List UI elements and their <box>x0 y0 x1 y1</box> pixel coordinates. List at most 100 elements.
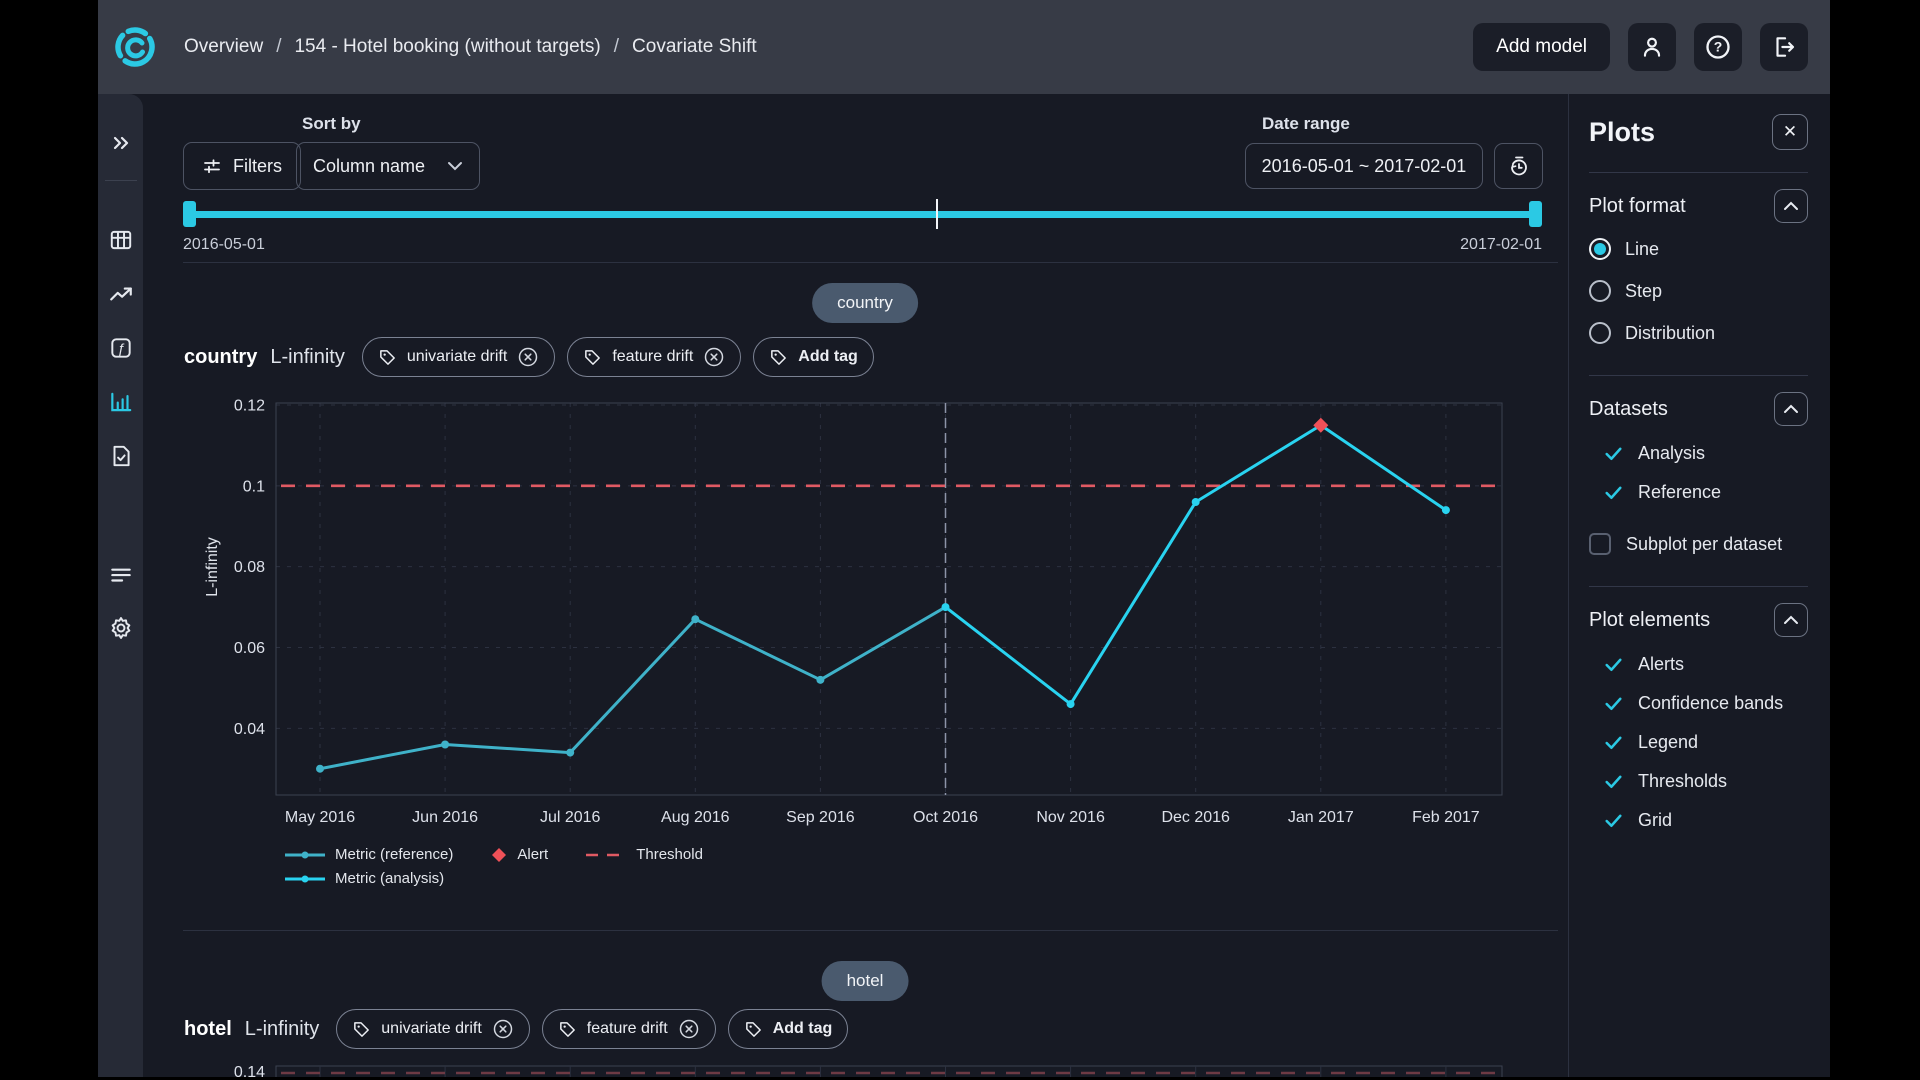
legend-label: Metric (reference) <box>335 846 454 863</box>
add-tag-button[interactable]: Add tag <box>727 1009 849 1049</box>
sidebar-item-reports[interactable] <box>98 433 143 479</box>
data-point[interactable] <box>316 764 324 773</box>
tag-pill[interactable]: univariate drift <box>361 337 556 377</box>
plot-element-option-grid[interactable]: Grid <box>1589 801 1808 840</box>
plot-format-option-line[interactable]: Line <box>1589 229 1808 269</box>
tag-label: feature drift <box>612 348 694 365</box>
remove-tag-icon[interactable] <box>492 1018 514 1040</box>
metric-analysis-line[interactable] <box>944 423 1447 706</box>
alert-marker[interactable] <box>1313 417 1329 433</box>
data-point[interactable] <box>1191 498 1200 507</box>
filters-button[interactable]: Filters <box>183 142 301 190</box>
legend-item[interactable]: Alert <box>491 846 548 863</box>
data-point[interactable] <box>441 740 450 749</box>
left-sidebar: ƒ <box>98 94 143 1077</box>
date-range-slider-track[interactable] <box>183 211 1542 218</box>
collapse-plot-format-button[interactable] <box>1774 189 1808 223</box>
plot-format-option-step[interactable]: Step <box>1589 271 1808 311</box>
checkbox-unchecked-icon[interactable] <box>1589 533 1611 555</box>
sidebar-item-performance[interactable] <box>98 271 143 317</box>
country-line-chart[interactable]: 0.04 0.06 0.08 0.1 0.12 May 2016 Jun 2016 Jul 2… <box>183 395 1513 835</box>
help-icon: ? <box>1704 33 1732 61</box>
plot-element-option-thresholds[interactable]: Thresholds <box>1589 762 1808 801</box>
x-tick-label: Jun 2016 <box>412 809 478 826</box>
collapse-datasets-button[interactable] <box>1774 392 1808 426</box>
column-chip-hotel[interactable]: hotel <box>821 961 909 1001</box>
y-tick-label: 0.06 <box>234 640 265 657</box>
x-tick-label: Sep 2016 <box>786 809 855 826</box>
radio-selected-icon[interactable] <box>1589 238 1611 260</box>
bar-chart-icon <box>108 389 134 415</box>
slider-handle-end[interactable] <box>1529 201 1542 227</box>
collapse-plot-elements-button[interactable] <box>1774 603 1808 637</box>
date-range-input[interactable]: 2016-05-01 ~ 2017-02-01 <box>1245 143 1483 189</box>
tag-icon <box>583 348 602 367</box>
help-button[interactable]: ? <box>1694 23 1742 71</box>
dataset-option-reference[interactable]: Reference <box>1589 473 1808 512</box>
sidebar-item-plots[interactable] <box>98 379 143 425</box>
check-label: Legend <box>1638 732 1699 752</box>
legend-item[interactable]: Threshold <box>586 846 703 863</box>
legend-item[interactable]: Metric (reference) <box>285 846 453 863</box>
sidebar-item-data[interactable] <box>98 217 143 263</box>
x-tick-label: May 2016 <box>285 809 355 826</box>
nannyml-logo-icon[interactable] <box>112 24 158 70</box>
check-label: Thresholds <box>1638 771 1728 791</box>
chevron-up-icon <box>1783 201 1799 211</box>
radio-unselected-icon[interactable] <box>1589 280 1611 302</box>
breadcrumb-item[interactable]: Covariate Shift <box>632 36 757 57</box>
filter-sliders-icon <box>202 156 222 176</box>
breadcrumb-item[interactable]: Overview <box>184 36 264 57</box>
sort-by-select[interactable]: Column name <box>296 142 480 190</box>
legend-item[interactable]: Metric (analysis) <box>285 870 453 887</box>
tag-pill[interactable]: univariate drift <box>336 1009 530 1049</box>
remove-tag-icon[interactable] <box>703 346 725 368</box>
dataset-checks: Analysis Reference <box>1589 434 1808 512</box>
plot-element-option-confidence-bands[interactable]: Confidence bands <box>1589 684 1808 723</box>
sidebar-item-settings[interactable] <box>98 605 143 651</box>
data-point[interactable] <box>816 675 825 684</box>
data-point[interactable] <box>691 615 700 624</box>
sidebar-item-concept-drift[interactable]: ƒ <box>98 325 143 371</box>
sidebar-expand-button[interactable] <box>98 120 143 166</box>
plot-element-option-legend[interactable]: Legend <box>1589 723 1808 762</box>
column-chip-country[interactable]: country <box>812 283 918 323</box>
check-label: Grid <box>1638 810 1673 830</box>
breadcrumb: Overview / 154 - Hotel booking (without ta… <box>184 36 757 58</box>
tag-pill[interactable]: feature drift <box>567 337 742 377</box>
radio-label: Step <box>1625 280 1663 301</box>
hotel-line-chart-partial[interactable]: 0.14 <box>183 1053 1513 1077</box>
data-point[interactable] <box>566 748 575 757</box>
check-label: Alerts <box>1638 654 1685 674</box>
double-chevron-right-icon <box>109 131 133 155</box>
reset-date-range-button[interactable] <box>1494 143 1543 189</box>
close-panel-button[interactable]: ✕ <box>1772 114 1808 150</box>
filters-label: Filters <box>233 155 282 176</box>
radio-label: Distribution <box>1625 322 1716 343</box>
plot-format-option-distribution[interactable]: Distribution <box>1589 313 1808 353</box>
data-point[interactable] <box>941 603 950 612</box>
sidebar-item-logs[interactable] <box>98 551 143 597</box>
chart-legend: Metric (reference) Alert Threshold Metric (… <box>285 846 703 887</box>
slider-handle-start[interactable] <box>183 201 196 227</box>
x-tick-label: Feb 2017 <box>1412 809 1480 826</box>
metric-reference-line[interactable] <box>319 605 947 771</box>
user-button[interactable] <box>1628 23 1676 71</box>
data-point[interactable] <box>1441 506 1450 515</box>
plot-element-option-alerts[interactable]: Alerts <box>1589 645 1808 684</box>
file-check-icon <box>108 443 134 469</box>
subplot-per-dataset-option[interactable]: Subplot per dataset <box>1589 524 1808 564</box>
dataset-option-analysis[interactable]: Analysis <box>1589 434 1808 473</box>
remove-tag-icon[interactable] <box>678 1018 700 1040</box>
slider-split-marker[interactable] <box>936 199 938 229</box>
data-point[interactable] <box>1066 700 1075 709</box>
tag-list: univariate drift feature drift Add tag <box>361 337 874 377</box>
radio-unselected-icon[interactable] <box>1589 322 1611 344</box>
remove-tag-icon[interactable] <box>517 346 539 368</box>
add-model-button[interactable]: Add model <box>1473 23 1610 71</box>
check-icon <box>1603 771 1624 792</box>
logout-button[interactable] <box>1760 23 1808 71</box>
add-tag-button[interactable]: Add tag <box>753 337 874 377</box>
tag-pill[interactable]: feature drift <box>541 1009 716 1049</box>
breadcrumb-item[interactable]: 154 - Hotel booking (without targets) <box>294 36 601 57</box>
